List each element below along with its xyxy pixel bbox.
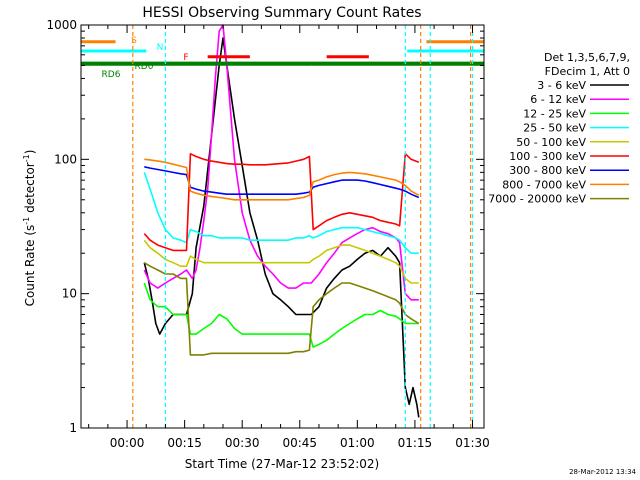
chart-title: HESSI Observing Summary Count Rates xyxy=(142,5,421,21)
y-tick-label-1: 10 xyxy=(62,287,77,301)
flag-label-RD0: RD0 xyxy=(135,62,154,72)
legend-label-8: 7000 - 20000 keV xyxy=(488,193,586,206)
legend-header-1: FDecim 1, Att 0 xyxy=(545,65,630,78)
x-tick-label-3: 00:45 xyxy=(282,436,317,450)
legend-label-2: 12 - 25 keV xyxy=(523,107,586,120)
series-line-5 xyxy=(143,153,420,252)
x-axis: 00:00 00:15 00:30 00:45 01:00 01:15 01:30 xyxy=(88,25,490,450)
x-tick-label-0: 00:00 xyxy=(110,436,145,450)
flag-label-F: F xyxy=(183,53,188,63)
legend-label-3: 25 - 50 keV xyxy=(523,122,586,135)
series-line-3 xyxy=(143,172,419,254)
legend-label-4: 50 - 100 keV xyxy=(516,136,586,149)
legend-label-5: 100 - 300 keV xyxy=(509,150,586,163)
series-line-0 xyxy=(143,37,420,418)
y-tick-label-0: 1 xyxy=(69,421,77,435)
legend-header-0: Det 1,3,5,6,7,9, xyxy=(544,51,630,64)
y-axis: 1 10 100 1000 xyxy=(46,18,484,435)
series-line-7 xyxy=(144,158,420,201)
flag-layer: S N F RD0 RD6 xyxy=(81,36,484,80)
flag-label-RD6: RD6 xyxy=(102,70,121,80)
x-tick-label-2: 00:30 xyxy=(225,436,260,450)
flag-label-S: S xyxy=(131,36,137,46)
x-tick-label-6: 01:30 xyxy=(455,436,490,450)
vline-layer xyxy=(132,25,474,428)
legend-label-0: 3 - 6 keV xyxy=(537,79,586,92)
legend-label-1: 6 - 12 keV xyxy=(530,93,586,106)
series-line-4 xyxy=(143,239,419,284)
x-tick-label-4: 01:00 xyxy=(340,436,375,450)
y-tick-label-3: 1000 xyxy=(46,18,77,32)
series-line-1 xyxy=(143,24,419,301)
legend-label-6: 300 - 800 keV xyxy=(509,164,586,177)
legend: Det 1,3,5,6,7,9,FDecim 1, Att 03 - 6 keV… xyxy=(488,51,630,206)
x-tick-label-1: 00:15 xyxy=(167,436,202,450)
x-tick-label-5: 01:15 xyxy=(398,436,433,450)
y-axis-label: Count Rate (s-1 detector-1) xyxy=(22,150,37,307)
series-layer xyxy=(143,24,420,418)
y-tick-label-2: 100 xyxy=(54,152,77,166)
footer-date: 28-Mar-2012 13:34 xyxy=(569,468,636,476)
series-line-6 xyxy=(144,166,420,199)
flag-label-N: N xyxy=(157,43,164,53)
x-axis-label: Start Time (27-Mar-12 23:52:02) xyxy=(185,457,379,471)
series-line-8 xyxy=(143,262,420,356)
plot-frame xyxy=(80,24,485,429)
legend-label-7: 800 - 7000 keV xyxy=(502,178,586,191)
